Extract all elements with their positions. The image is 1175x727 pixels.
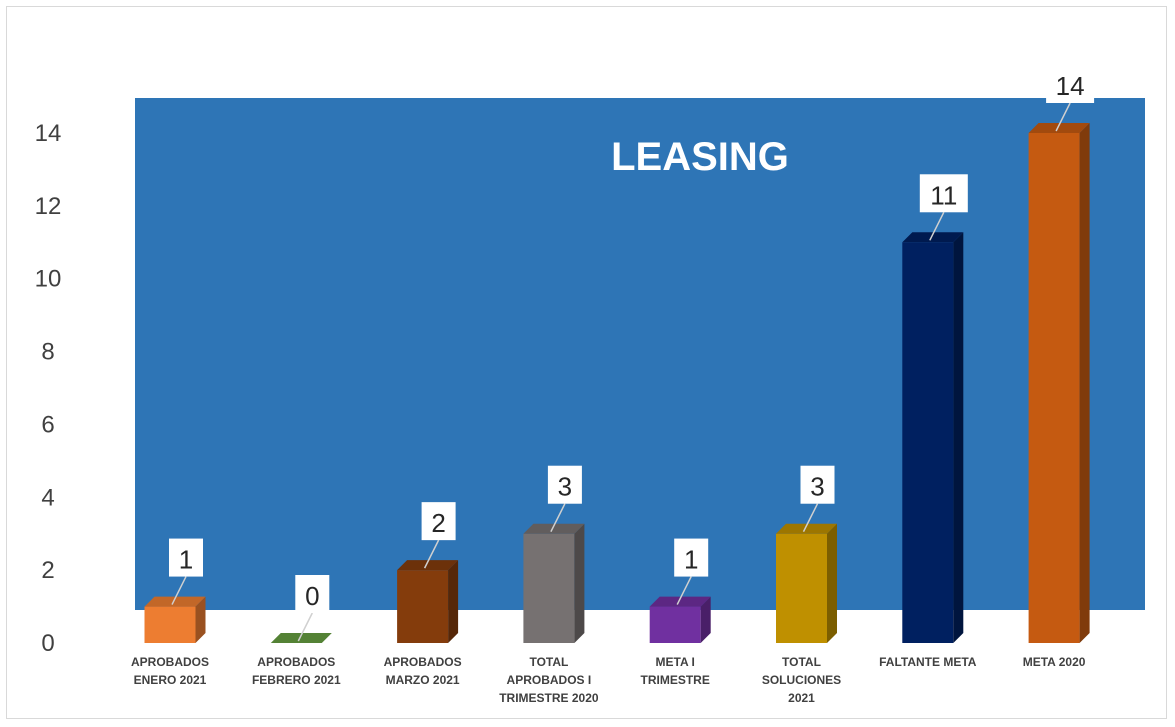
- bar-side: [195, 596, 206, 643]
- bar-side: [827, 523, 837, 643]
- bar-top: [397, 560, 459, 571]
- x-tick-label: APROBADOS: [384, 655, 462, 669]
- chart-title: LEASING: [611, 135, 789, 179]
- data-label-box: [169, 538, 203, 577]
- data-label-box: [547, 465, 582, 504]
- bar: [144, 606, 196, 643]
- x-tick-label: META I: [656, 655, 695, 669]
- data-label-leader: [802, 503, 819, 533]
- x-tick-label: APROBADOS I: [507, 673, 592, 687]
- bar: [902, 242, 954, 644]
- bar-top: [902, 232, 964, 243]
- x-tick-label: TRIMESTRE 2020: [499, 691, 599, 705]
- x-tick-label: TOTAL: [529, 655, 568, 669]
- x-tick-label: MARZO 2021: [386, 673, 460, 687]
- data-label: 14: [1056, 71, 1085, 101]
- data-label-leader: [423, 539, 440, 569]
- x-tick-label: ENERO 2021: [134, 673, 207, 687]
- bar-side: [1079, 123, 1090, 643]
- data-label-box: [295, 575, 330, 613]
- data-label-leader: [676, 576, 692, 605]
- x-tick-label: FEBRERO 2021: [252, 673, 341, 687]
- data-label-box: [800, 465, 835, 504]
- bar: [649, 606, 701, 643]
- data-label-box: [919, 174, 968, 213]
- data-label-leader: [1055, 102, 1071, 132]
- y-tick-label: 8: [41, 339, 54, 366]
- bar-top: [649, 596, 711, 607]
- bar: [776, 533, 827, 643]
- data-label-leader: [929, 211, 945, 241]
- y-tick-label: 0: [41, 630, 54, 657]
- y-tick-label: 4: [41, 484, 54, 511]
- data-label: 3: [558, 472, 572, 502]
- x-tick-label: 2021: [788, 691, 815, 705]
- y-tick-label: 10: [35, 266, 62, 293]
- x-tick-label: META 2020: [1023, 655, 1086, 669]
- bar: [1028, 133, 1080, 643]
- y-tick-label: 6: [41, 411, 54, 438]
- bar-top: [1028, 123, 1090, 133]
- bar-top: [144, 596, 206, 607]
- bar-side: [953, 232, 964, 644]
- plot-background: [135, 98, 1145, 610]
- x-tick-label: TOTAL: [782, 655, 821, 669]
- x-tick-label: FALTANTE META: [879, 655, 977, 669]
- bar: [270, 633, 332, 643]
- bar-top: [776, 523, 837, 534]
- bar-side: [448, 560, 459, 643]
- data-label-box: [421, 502, 456, 541]
- data-label: 1: [684, 545, 698, 575]
- data-label: 0: [305, 581, 319, 611]
- bar: [523, 533, 575, 643]
- y-tick-label: 2: [41, 557, 54, 584]
- x-tick-label: APROBADOS: [131, 655, 209, 669]
- data-label-box: [674, 538, 709, 577]
- data-label: 3: [810, 472, 824, 502]
- data-label: 11: [930, 180, 957, 210]
- data-label-leader: [297, 612, 313, 642]
- data-label: 1: [179, 545, 193, 575]
- y-tick-label: 12: [35, 193, 62, 220]
- bar: [397, 570, 449, 643]
- x-tick-label: APROBADOS: [257, 655, 335, 669]
- bar-side: [574, 523, 585, 643]
- bar-top: [523, 523, 585, 534]
- x-tick-label: SOLUCIONES: [762, 673, 841, 687]
- data-label-leader: [550, 503, 566, 533]
- data-label-box: [1046, 65, 1095, 103]
- bar-side: [700, 596, 711, 643]
- data-label: 2: [431, 508, 445, 538]
- y-tick-label: 14: [35, 120, 62, 147]
- x-tick-label: TRIMESTRE: [641, 673, 710, 687]
- chart-frame: [6, 6, 1167, 719]
- data-label-leader: [171, 576, 187, 605]
